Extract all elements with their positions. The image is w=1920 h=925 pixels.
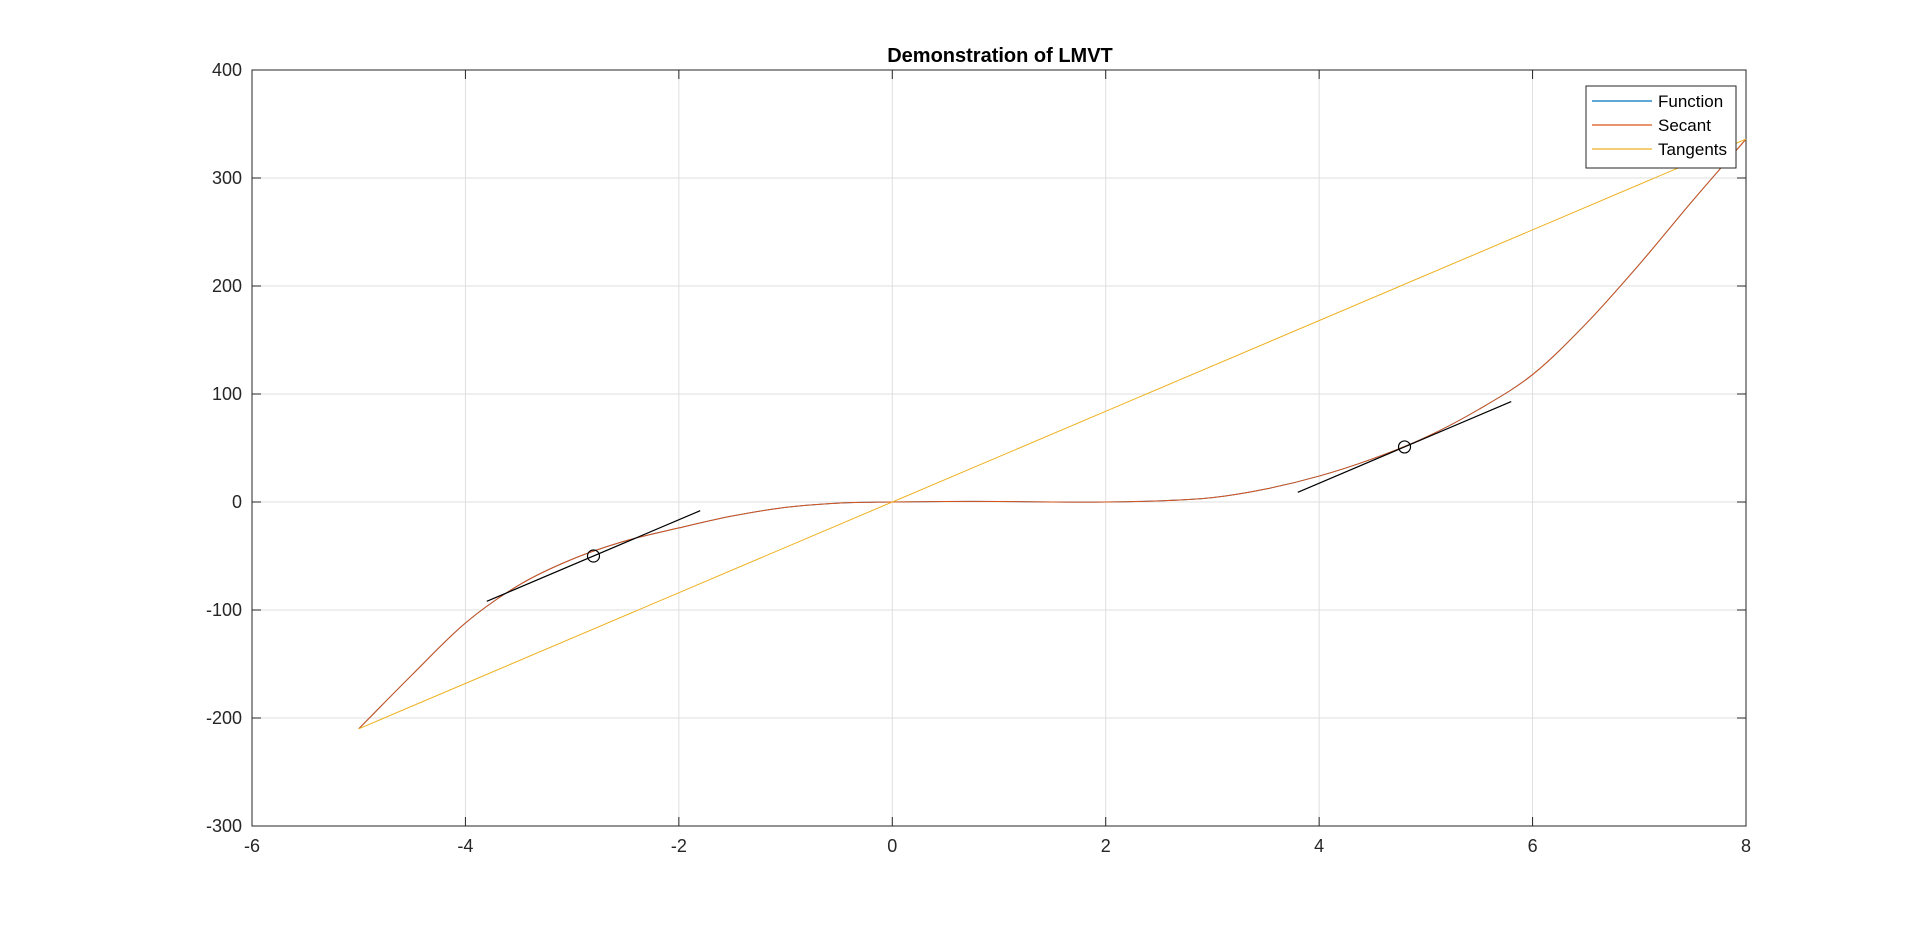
y-tick-labels: -300 -200 -100 0 100 200 300 400 <box>206 60 242 836</box>
series-line-tangents <box>358 138 1747 730</box>
legend: Function Secant Tangents <box>1585 85 1737 169</box>
point-marker <box>586 549 601 563</box>
axes <box>251 69 1747 827</box>
point-marker <box>1397 440 1412 454</box>
x-tick-label: 6 <box>1528 836 1538 856</box>
x-tick-label: 0 <box>887 836 897 856</box>
axes-box <box>251 69 1747 827</box>
y-tick-label: 300 <box>212 168 242 188</box>
y-tick-label: 200 <box>212 276 242 296</box>
legend-label: Secant <box>1658 116 1711 135</box>
tangent-segment <box>486 510 701 602</box>
legend-label: Function <box>1658 92 1723 111</box>
series-lines <box>358 138 1747 730</box>
y-tick-label: 100 <box>212 384 242 404</box>
tangent-segments <box>486 401 1512 602</box>
x-tick-label: 4 <box>1314 836 1324 856</box>
series-line-secant <box>358 138 1747 730</box>
legend-box <box>1585 85 1737 169</box>
x-tick-label: -2 <box>671 836 687 856</box>
tangent-segment <box>1297 401 1512 493</box>
y-tick-label: 400 <box>212 60 242 80</box>
legend-label: Tangents <box>1658 140 1727 159</box>
x-tick-label: 2 <box>1101 836 1111 856</box>
chart-title: Demonstration of LMVT <box>887 45 1113 67</box>
x-tick-label: -4 <box>457 836 473 856</box>
x-tick-label: -6 <box>244 836 260 856</box>
x-tick-labels: -6 -4 -2 0 2 4 6 8 <box>244 836 1751 856</box>
y-tick-label: -300 <box>206 816 242 836</box>
x-tick-label: 8 <box>1741 836 1751 856</box>
y-tick-label: -100 <box>206 600 242 620</box>
points <box>586 440 1412 563</box>
grid-lines <box>252 70 1746 826</box>
y-tick-label: -200 <box>206 708 242 728</box>
y-tick-label: 0 <box>232 492 242 512</box>
